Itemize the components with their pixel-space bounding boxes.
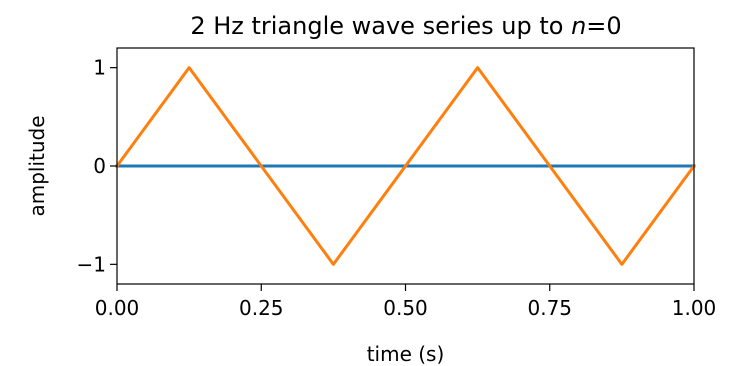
x-tick-label-3: 0.75 bbox=[527, 296, 572, 320]
chart-title-suffix: =0 bbox=[586, 12, 621, 40]
x-tick-label-1: 0.25 bbox=[239, 296, 284, 320]
x-tick-label-0: 0.00 bbox=[95, 296, 140, 320]
y-tick-label-2: 1 bbox=[93, 56, 106, 80]
y-tick-label-1: 0 bbox=[93, 154, 106, 178]
x-tick-label-4: 1.00 bbox=[672, 296, 717, 320]
chart-title-variable: n bbox=[571, 12, 586, 40]
y-tick-label-0: −1 bbox=[77, 252, 106, 276]
series-line-1 bbox=[114, 66, 697, 266]
x-tick-label-2: 0.50 bbox=[383, 296, 428, 320]
tick-layer: 0.00 0.25 0.50 0.75 1.00 −1 0 1 bbox=[77, 56, 717, 320]
x-axis-label: time (s) bbox=[367, 342, 445, 366]
chart-title-prefix: 2 Hz triangle wave series up to bbox=[190, 12, 571, 40]
chart-title: 2 Hz triangle wave series up to n=0 bbox=[190, 12, 621, 40]
series-layer bbox=[114, 66, 697, 266]
y-axis-label: amplitude bbox=[25, 115, 49, 216]
